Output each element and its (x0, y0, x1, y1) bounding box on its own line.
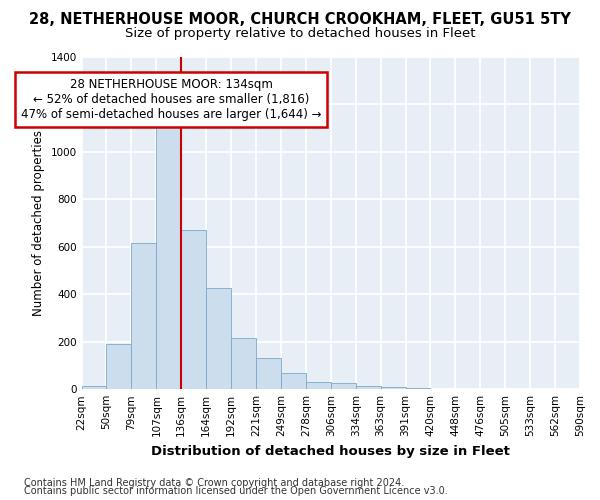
Bar (106, 344, 131, 389)
X-axis label: Distribution of detached houses by size in Fleet: Distribution of detached houses by size … (151, 444, 510, 458)
Bar (306, 382, 331, 389)
Text: Contains public sector information licensed under the Open Government Licence v3: Contains public sector information licen… (24, 486, 448, 496)
Bar (380, 387, 406, 389)
Bar (131, 243, 157, 389)
Bar (157, 124, 181, 389)
Bar (206, 288, 231, 389)
Text: Contains HM Land Registry data © Crown copyright and database right 2024.: Contains HM Land Registry data © Crown c… (24, 478, 404, 488)
Bar (356, 386, 380, 389)
Bar (281, 372, 306, 389)
Bar (181, 230, 206, 389)
Bar (406, 388, 430, 389)
Y-axis label: Number of detached properties: Number of detached properties (32, 130, 45, 316)
Bar (256, 358, 281, 389)
Text: 28 NETHERHOUSE MOOR: 134sqm
← 52% of detached houses are smaller (1,816)
47% of : 28 NETHERHOUSE MOOR: 134sqm ← 52% of det… (21, 78, 322, 121)
Bar (331, 383, 356, 389)
Text: Size of property relative to detached houses in Fleet: Size of property relative to detached ho… (125, 28, 475, 40)
Text: 28, NETHERHOUSE MOOR, CHURCH CROOKHAM, FLEET, GU51 5TY: 28, NETHERHOUSE MOOR, CHURCH CROOKHAM, F… (29, 12, 571, 28)
Bar (82, 386, 106, 389)
Bar (231, 338, 256, 389)
